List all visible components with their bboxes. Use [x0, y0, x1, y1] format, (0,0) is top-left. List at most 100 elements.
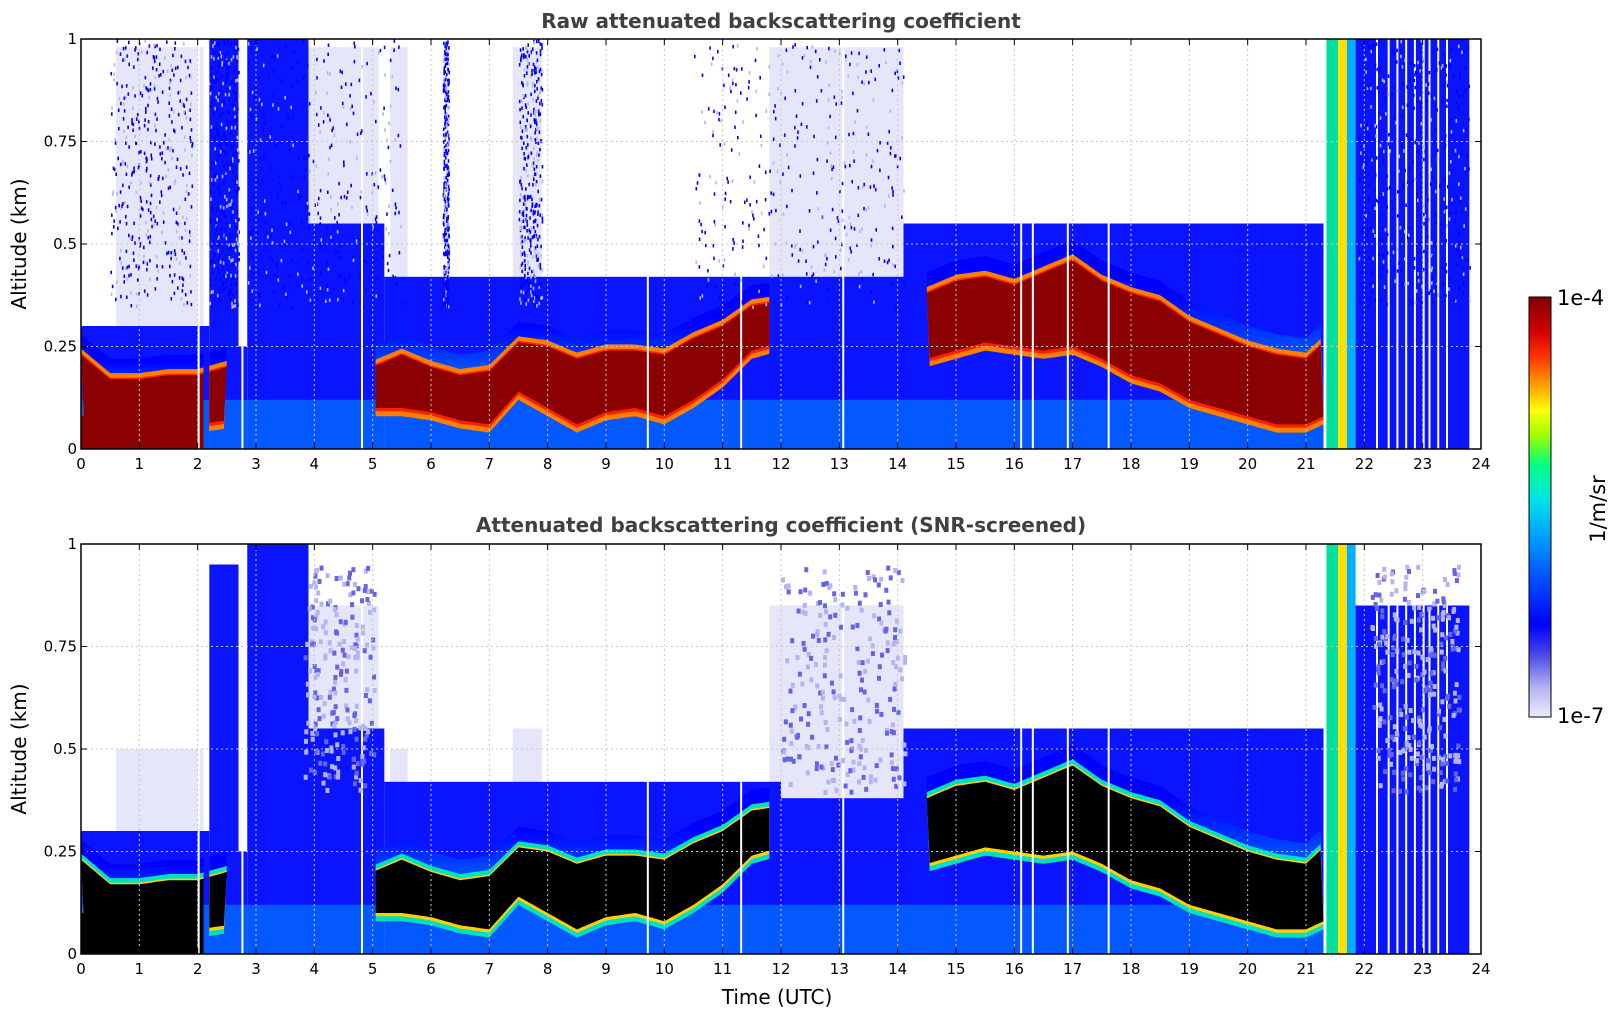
noise-pixel [1419, 96, 1421, 101]
noise-pixel [1434, 269, 1436, 273]
noise-pixel [829, 151, 832, 155]
noise-pixel [259, 141, 262, 146]
noise-pixel [1386, 232, 1389, 237]
noise-pixel [333, 133, 336, 137]
noise-pixel [166, 69, 169, 73]
noise-pixel [375, 119, 377, 124]
noise-pixel [537, 282, 540, 287]
noise-pixel [445, 178, 448, 182]
noise-pixel [365, 597, 370, 602]
noise-pixel [336, 769, 341, 775]
noise-pixel [1438, 61, 1441, 65]
noise-pixel [823, 637, 828, 643]
noise-pixel [447, 141, 449, 145]
noise-pixel [337, 255, 340, 259]
post-fog-region [1355, 605, 1470, 954]
noise-pixel [446, 253, 449, 257]
noise-pixel [358, 787, 363, 793]
noise-pixel [223, 150, 226, 154]
noise-pixel [833, 270, 835, 274]
noise-pixel [177, 91, 180, 95]
noise-pixel [224, 153, 227, 158]
noise-pixel [1431, 174, 1434, 179]
noise-pixel [446, 43, 448, 47]
noise-pixel [1413, 63, 1416, 68]
noise-pixel [714, 223, 717, 227]
noise-pixel [115, 209, 117, 213]
noise-pixel [863, 592, 868, 598]
noise-pixel [518, 63, 521, 67]
noise-pixel [538, 204, 541, 208]
noise-pixel [327, 43, 330, 47]
noise-pixel [1414, 663, 1419, 669]
noise-pixel [1374, 206, 1376, 210]
noise-pixel [824, 581, 829, 587]
noise-pixel [808, 590, 813, 596]
noise-pixel [360, 753, 365, 759]
noise-pixel [762, 264, 765, 269]
noise-pixel [850, 250, 852, 254]
noise-pixel [214, 298, 216, 303]
noise-pixel [824, 648, 829, 654]
noise-pixel [827, 141, 829, 145]
noise-pixel [154, 219, 156, 223]
noise-pixel [312, 580, 317, 586]
noise-pixel [541, 179, 544, 184]
noise-pixel [541, 220, 544, 224]
noise-pixel [1382, 629, 1387, 634]
noise-pixel [327, 172, 330, 176]
noise-pixel [861, 276, 863, 281]
noise-pixel [826, 297, 829, 301]
noise-pixel [1401, 114, 1404, 119]
noise-pixel [520, 58, 522, 63]
noise-pixel [445, 188, 447, 192]
noise-pixel [354, 774, 359, 780]
noise-pixel [828, 83, 831, 88]
noise-pixel [443, 153, 446, 158]
noise-pixel [534, 274, 536, 279]
noise-pixel [230, 82, 233, 86]
noise-pixel [734, 110, 737, 115]
noise-pixel [1382, 260, 1385, 264]
noise-pixel [315, 672, 320, 678]
noise-pixel [788, 722, 793, 728]
noise-pixel [353, 59, 356, 64]
noise-pixel [1370, 594, 1375, 600]
noise-pixel [903, 281, 906, 285]
noise-pixel [443, 148, 446, 152]
noise-pixel [810, 59, 812, 64]
noise-pixel [212, 50, 215, 54]
noise-pixel [1417, 60, 1419, 65]
noise-pixel [530, 290, 532, 294]
noise-pixel [529, 194, 532, 199]
noise-pixel [889, 151, 892, 156]
noise-pixel [536, 136, 538, 140]
noise-pixel [1403, 103, 1405, 107]
noise-pixel [782, 273, 784, 277]
noise-pixel [707, 278, 710, 282]
noise-pixel [223, 210, 225, 215]
noise-pixel [214, 50, 217, 55]
noise-pixel [1392, 250, 1395, 255]
noise-pixel [261, 167, 263, 171]
noise-pixel [540, 300, 542, 304]
noise-pixel [1446, 104, 1448, 108]
noise-pixel [184, 148, 186, 152]
noise-pixel [145, 86, 147, 90]
noise-pixel [519, 48, 522, 52]
noise-pixel [523, 225, 525, 229]
noise-pixel [184, 197, 187, 201]
noise-pixel [213, 253, 215, 258]
noise-pixel [122, 183, 124, 188]
noise-pixel [826, 779, 831, 785]
noise-pixel [156, 255, 158, 259]
noise-pixel [355, 239, 358, 243]
noise-pixel [1365, 57, 1367, 62]
noise-pixel [237, 47, 240, 52]
noise-pixel [1390, 652, 1395, 658]
noise-pixel [181, 276, 183, 280]
noise-pixel [338, 213, 340, 217]
noise-pixel [1378, 66, 1381, 71]
noise-pixel [442, 133, 445, 137]
noise-pixel [878, 257, 880, 261]
